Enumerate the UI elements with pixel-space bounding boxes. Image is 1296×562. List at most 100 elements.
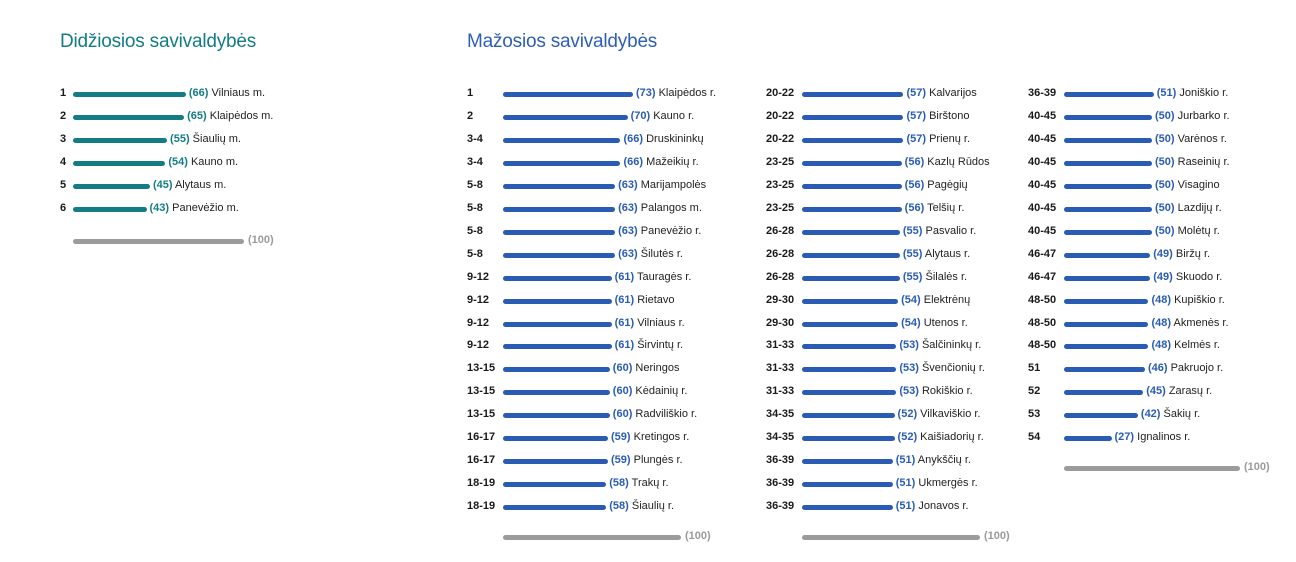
- score-value: (56): [904, 201, 925, 214]
- rank-label: 13-15: [467, 408, 496, 421]
- bar-label: (43) Panevėžio m.: [150, 202, 239, 214]
- bar-row: 20-22 (57) Birštono: [0, 109, 969, 125]
- score-bar: [802, 390, 897, 396]
- score-bar: [802, 459, 893, 465]
- score-bar: [503, 459, 609, 465]
- municipality-name: Pasvalio r.: [925, 224, 977, 237]
- rank-label: 16-17: [467, 454, 496, 467]
- score-value: (70): [630, 109, 651, 122]
- score-value: (60): [612, 362, 633, 375]
- rank-label: 5-8: [467, 201, 483, 214]
- score-value: (65): [187, 109, 207, 122]
- rank-label: 29-30: [766, 316, 795, 329]
- rank-label: 40-45: [1028, 224, 1057, 237]
- score-bar: [503, 505, 607, 511]
- score-bar: [503, 367, 610, 373]
- municipality-name: Pagėgių: [927, 178, 968, 191]
- bar-row: 29-30 (54) Elektrėnų: [0, 293, 970, 309]
- bar-row: 31-33 (53) Rokiškio r.: [0, 384, 973, 400]
- municipality-name: Kaišiadorių r.: [920, 431, 984, 444]
- score-value: (58): [609, 477, 629, 490]
- score-bar: [503, 413, 610, 419]
- municipality-name: Telšių r.: [927, 201, 965, 214]
- rank-label: 23-25: [766, 155, 795, 168]
- municipality-name: Neringos: [635, 362, 680, 375]
- rank-label: 20-22: [766, 132, 795, 145]
- reference-bar-100: [73, 239, 244, 244]
- score-bar: [1064, 160, 1152, 166]
- score-value: (56): [904, 155, 925, 168]
- rank-label: 36-39: [766, 454, 795, 467]
- bar-row: 36-39 (51) Anykščių r.: [0, 453, 971, 469]
- rank-label: 31-33: [766, 339, 795, 352]
- rank-label: 31-33: [766, 362, 795, 375]
- score-bar: [1064, 436, 1112, 442]
- score-value: (55): [902, 224, 923, 237]
- score-bar: [503, 436, 609, 442]
- bar-row: 40-45 (50) Raseinių r.: [0, 155, 1230, 171]
- score-value: (66): [623, 155, 644, 168]
- score-bar: [503, 114, 628, 120]
- score-value: (48): [1151, 339, 1172, 352]
- municipality-name: Alytaus r.: [924, 247, 971, 260]
- score-value: (63): [618, 178, 638, 191]
- bar-row: 5 (45) Alytaus m.: [0, 178, 226, 194]
- municipality-name: Skuodo r.: [1175, 270, 1223, 283]
- bar-label: (53) Rokiškio r.: [899, 385, 972, 397]
- municipality-name: Elektrėnų: [923, 293, 971, 306]
- municipality-name: Birštono: [929, 109, 970, 122]
- bar-row: 40-45 (50) Visagino: [0, 178, 1220, 194]
- bar-row: 20-22 (57) Prienų r.: [0, 132, 970, 148]
- bar-row: 5-8 (63) Panevėžio r.: [0, 224, 701, 240]
- small-municipalities-title: Mažosios savivaldybės: [467, 31, 658, 52]
- score-bar: [503, 321, 612, 327]
- score-bar: [802, 482, 893, 488]
- bar-row: 48-50 (48) Akmenės r.: [0, 316, 1229, 332]
- bar-row: 29-30 (54) Utenos r.: [0, 316, 968, 332]
- rank-label: 34-35: [766, 408, 795, 421]
- reference-bar-100: [1064, 466, 1240, 471]
- score-bar: [503, 160, 621, 166]
- bar-row: 34-35 (52) Kaišiadorių r.: [0, 430, 984, 446]
- bar-row: 36-39 (51) Jonavos r.: [0, 499, 969, 515]
- rank-label: 3: [60, 132, 67, 145]
- score-value: (52): [897, 408, 918, 421]
- municipality-name: Rokiškio r.: [921, 385, 973, 398]
- score-value: (50): [1155, 201, 1175, 214]
- score-value: (50): [1155, 178, 1175, 191]
- bar-label: (57) Prienų r.: [906, 133, 970, 145]
- score-bar: [73, 137, 168, 143]
- rank-label: 1: [467, 87, 474, 99]
- bar-label: (51) Anykščių r.: [896, 454, 971, 466]
- rank-label: 26-28: [766, 247, 795, 260]
- bar-label: (45) Zarasų r.: [1146, 385, 1212, 397]
- municipality-name: Plungės r.: [633, 454, 683, 467]
- score-value: (61): [614, 293, 635, 306]
- bar-label: (51) Ukmergės r.: [896, 477, 978, 489]
- bar-row: 9-12 (61) Širvintų r.: [0, 338, 683, 354]
- bar-row: 54 (27) Ignalinos r.: [0, 430, 1190, 446]
- score-bar: [802, 137, 904, 143]
- municipality-name: Šilalės r.: [925, 270, 968, 283]
- bar-label: (70) Kauno r.: [631, 110, 695, 122]
- bar-row: 40-45 (50) Varėnos r.: [0, 132, 1227, 148]
- rank-label: 5-8: [467, 247, 483, 260]
- bar-row: 48-50 (48) Kupiškio r.: [0, 293, 1225, 309]
- score-value: (50): [1155, 224, 1175, 237]
- score-bar: [802, 436, 895, 442]
- rank-label: 52: [1028, 385, 1041, 398]
- bar-row: 16-17 (59) Plungės r.: [0, 453, 683, 469]
- bar-row: 18-19 (58) Šiaulių r.: [0, 499, 674, 515]
- score-value: (61): [614, 270, 635, 283]
- municipality-name: Kauno r.: [653, 109, 695, 122]
- score-value: (53): [899, 385, 919, 398]
- score-value: (57): [906, 109, 927, 122]
- bar-label: (60) Neringos: [613, 362, 680, 374]
- rank-label: 1: [60, 87, 67, 99]
- bar-label: (57) Kalvarijos: [906, 87, 976, 99]
- score-value: (59): [611, 431, 631, 444]
- bar-row: 16-17 (59) Kretingos r.: [0, 430, 689, 446]
- score-bar: [802, 229, 900, 235]
- bar-label: (54) Utenos r.: [901, 317, 968, 329]
- rank-label: 9-12: [467, 339, 490, 352]
